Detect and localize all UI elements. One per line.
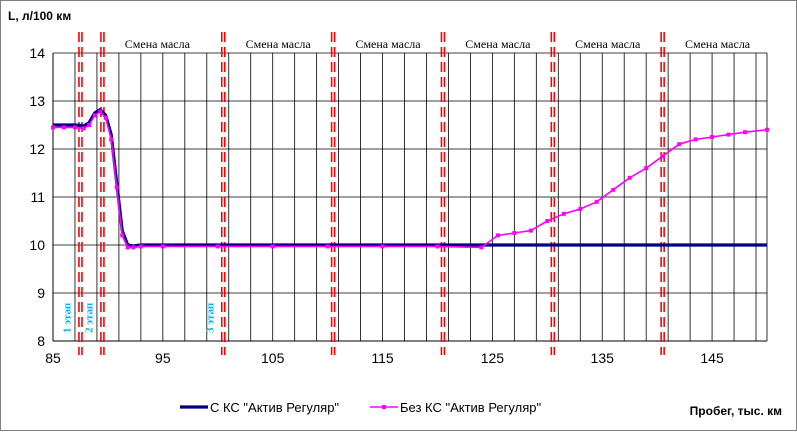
- series-point: [693, 137, 698, 142]
- series-point: [611, 187, 616, 192]
- y-tick-label: 8: [37, 333, 45, 349]
- series-point: [160, 244, 165, 249]
- y-tick-label: 12: [29, 141, 45, 157]
- series-point: [380, 244, 385, 249]
- series-point: [528, 228, 533, 233]
- series-point: [512, 231, 517, 235]
- series-line-1: [53, 107, 767, 248]
- x-tick-label: 95: [155, 350, 171, 366]
- series-point: [594, 199, 599, 204]
- x-axis-label: Пробег, тыс. км: [690, 404, 782, 418]
- x-tick-label: 145: [700, 350, 724, 366]
- legend-label-1: С КС "Актив Регуляр": [210, 400, 339, 415]
- series-point: [51, 125, 55, 130]
- series-point: [644, 166, 649, 171]
- x-tick-label: 115: [371, 350, 394, 366]
- series-point: [138, 244, 143, 249]
- series-point: [627, 175, 632, 180]
- annotations: Смена масла Смена масла Смена масла Смена м…: [125, 37, 751, 51]
- legend: С КС "Актив Регуляр" Без КС "Актив Регуля…: [180, 400, 541, 415]
- legend-label-2: Без КС "Актив Регуляр": [400, 400, 541, 415]
- series-point: [660, 154, 665, 159]
- series-point: [109, 137, 114, 142]
- oil-change-annotation: Смена масла: [685, 37, 751, 51]
- series-point: [120, 233, 125, 238]
- series-point: [131, 245, 136, 250]
- series-point: [270, 244, 275, 249]
- series-point: [710, 135, 715, 139]
- phase-label: 3 этап: [204, 302, 216, 333]
- series-point: [98, 109, 103, 114]
- series-point: [215, 244, 220, 249]
- phase-label: 2 этап: [83, 302, 95, 333]
- series-point: [72, 125, 77, 130]
- x-tick-label: 85: [45, 350, 61, 366]
- series-point: [578, 207, 583, 211]
- y-tick-label: 11: [30, 189, 45, 205]
- x-tick-label: 125: [481, 350, 505, 366]
- series-point: [743, 130, 748, 135]
- series-point: [765, 127, 769, 132]
- x-tick-label: 135: [591, 350, 615, 366]
- series-lines: [51, 107, 769, 250]
- series-point: [114, 185, 119, 190]
- y-tick-label: 10: [29, 237, 45, 253]
- x-tick-label: 105: [261, 350, 285, 366]
- series-point: [479, 245, 484, 250]
- phase-lines: 1 этап 2 этап 3 этап: [61, 32, 665, 355]
- series-point: [561, 211, 566, 216]
- series-point: [325, 244, 330, 249]
- series-point: [495, 233, 500, 238]
- oil-change-annotation: Смена масла: [575, 37, 641, 51]
- series-point: [726, 132, 731, 137]
- tick-labels: 8 9 10 11 12 13 14 85 95 105 115 125 135 145: [29, 45, 724, 366]
- y-tick-label: 14: [29, 45, 45, 61]
- series-point: [87, 123, 92, 127]
- series-point: [545, 219, 550, 223]
- series-point: [677, 142, 682, 147]
- oil-change-annotation: Смена масла: [465, 37, 531, 51]
- legend-marker-2: [382, 405, 386, 409]
- series-point: [61, 125, 66, 130]
- y-tick-label: 13: [29, 93, 45, 109]
- oil-change-annotation: Смена масла: [246, 37, 312, 51]
- oil-change-annotation: Смена масла: [125, 37, 191, 51]
- series-point: [103, 115, 108, 120]
- y-axis-label: L, л/100 км: [8, 9, 71, 23]
- y-tick-label: 9: [37, 285, 45, 301]
- oil-change-annotation: Смена масла: [355, 37, 421, 51]
- series-point: [125, 245, 130, 250]
- series-point: [92, 113, 97, 118]
- series-point: [81, 126, 86, 131]
- phase-label: 1 этап: [61, 302, 73, 333]
- series-point: [435, 244, 440, 249]
